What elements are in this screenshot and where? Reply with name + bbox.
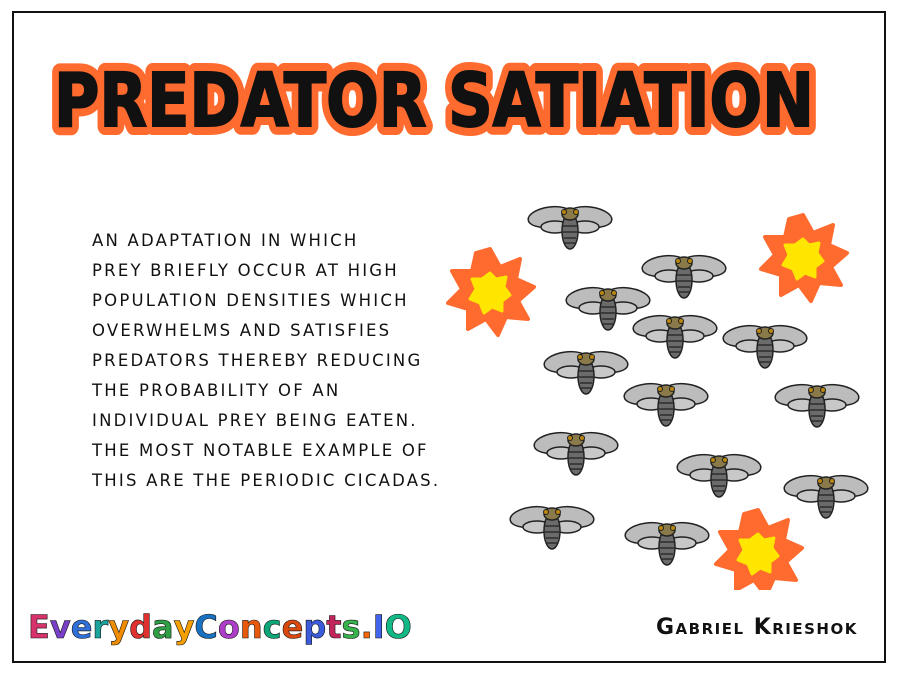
cicada-icon (675, 451, 763, 498)
definition-line: this are the periodic cicadas. (92, 471, 441, 490)
brand-letter: o (217, 608, 241, 647)
definition-line: The most notable example of (92, 441, 429, 460)
brand-letter: s (341, 608, 361, 647)
brand-letter: e (281, 608, 304, 647)
brand-letter: y (173, 608, 195, 647)
definition-line: population densities which (92, 291, 409, 310)
cicada-icon (532, 429, 620, 476)
cicada-icon (773, 381, 861, 428)
brand-letter: O (384, 608, 412, 647)
definition-line: prey briefly occur at high (92, 261, 399, 280)
brand-letter: E (28, 608, 50, 647)
brand-letter: a (151, 608, 174, 647)
definition-line: individual prey being eaten. (92, 411, 418, 430)
brand-letter: r (92, 608, 109, 647)
cicada-icon (640, 252, 728, 299)
brand-letter: v (49, 608, 71, 647)
definition-line: An adaptation in which (92, 231, 359, 250)
cicada-icon (542, 348, 630, 395)
brand-letter: n (239, 608, 263, 647)
author-name: Gabriel Krieshok (656, 615, 858, 640)
brand-logo: EverydayConcepts.IO (28, 608, 412, 647)
cicada-icon (721, 322, 809, 369)
page-title: PREDATOR SATIATION (54, 58, 814, 144)
brand-letter: . (360, 608, 373, 647)
definition-line: predators thereby reducing (92, 351, 423, 370)
brand-letter: p (303, 608, 327, 647)
cicada-icon (782, 472, 870, 519)
cicada-icon (622, 380, 710, 427)
brand-letter: t (326, 608, 342, 647)
flower-icon (759, 213, 849, 303)
definition-text: An adaptation in which prey briefly occu… (92, 226, 452, 496)
definition-line: overwhelms and satisfies (92, 321, 392, 340)
illustration (446, 203, 870, 590)
cicada-icon (623, 519, 711, 566)
brand-letter: y (108, 608, 130, 647)
brand-letter: I (372, 608, 385, 647)
brand-letter: d (129, 608, 153, 647)
brand-letter: e (70, 608, 93, 647)
title-outline: PREDATOR SATIATION (54, 58, 814, 144)
flower-icon (714, 508, 804, 590)
brand-letter: C (194, 608, 218, 647)
cicada-icon (631, 312, 719, 359)
cicada-icon (508, 503, 596, 550)
brand-letter: c (262, 608, 282, 647)
cicada-icon (526, 203, 614, 250)
definition-line: the probability of an (92, 381, 341, 400)
flower-icon (446, 247, 536, 337)
title-banner: PREDATOR SATIATION PREDATOR SATIATION (45, 49, 823, 152)
